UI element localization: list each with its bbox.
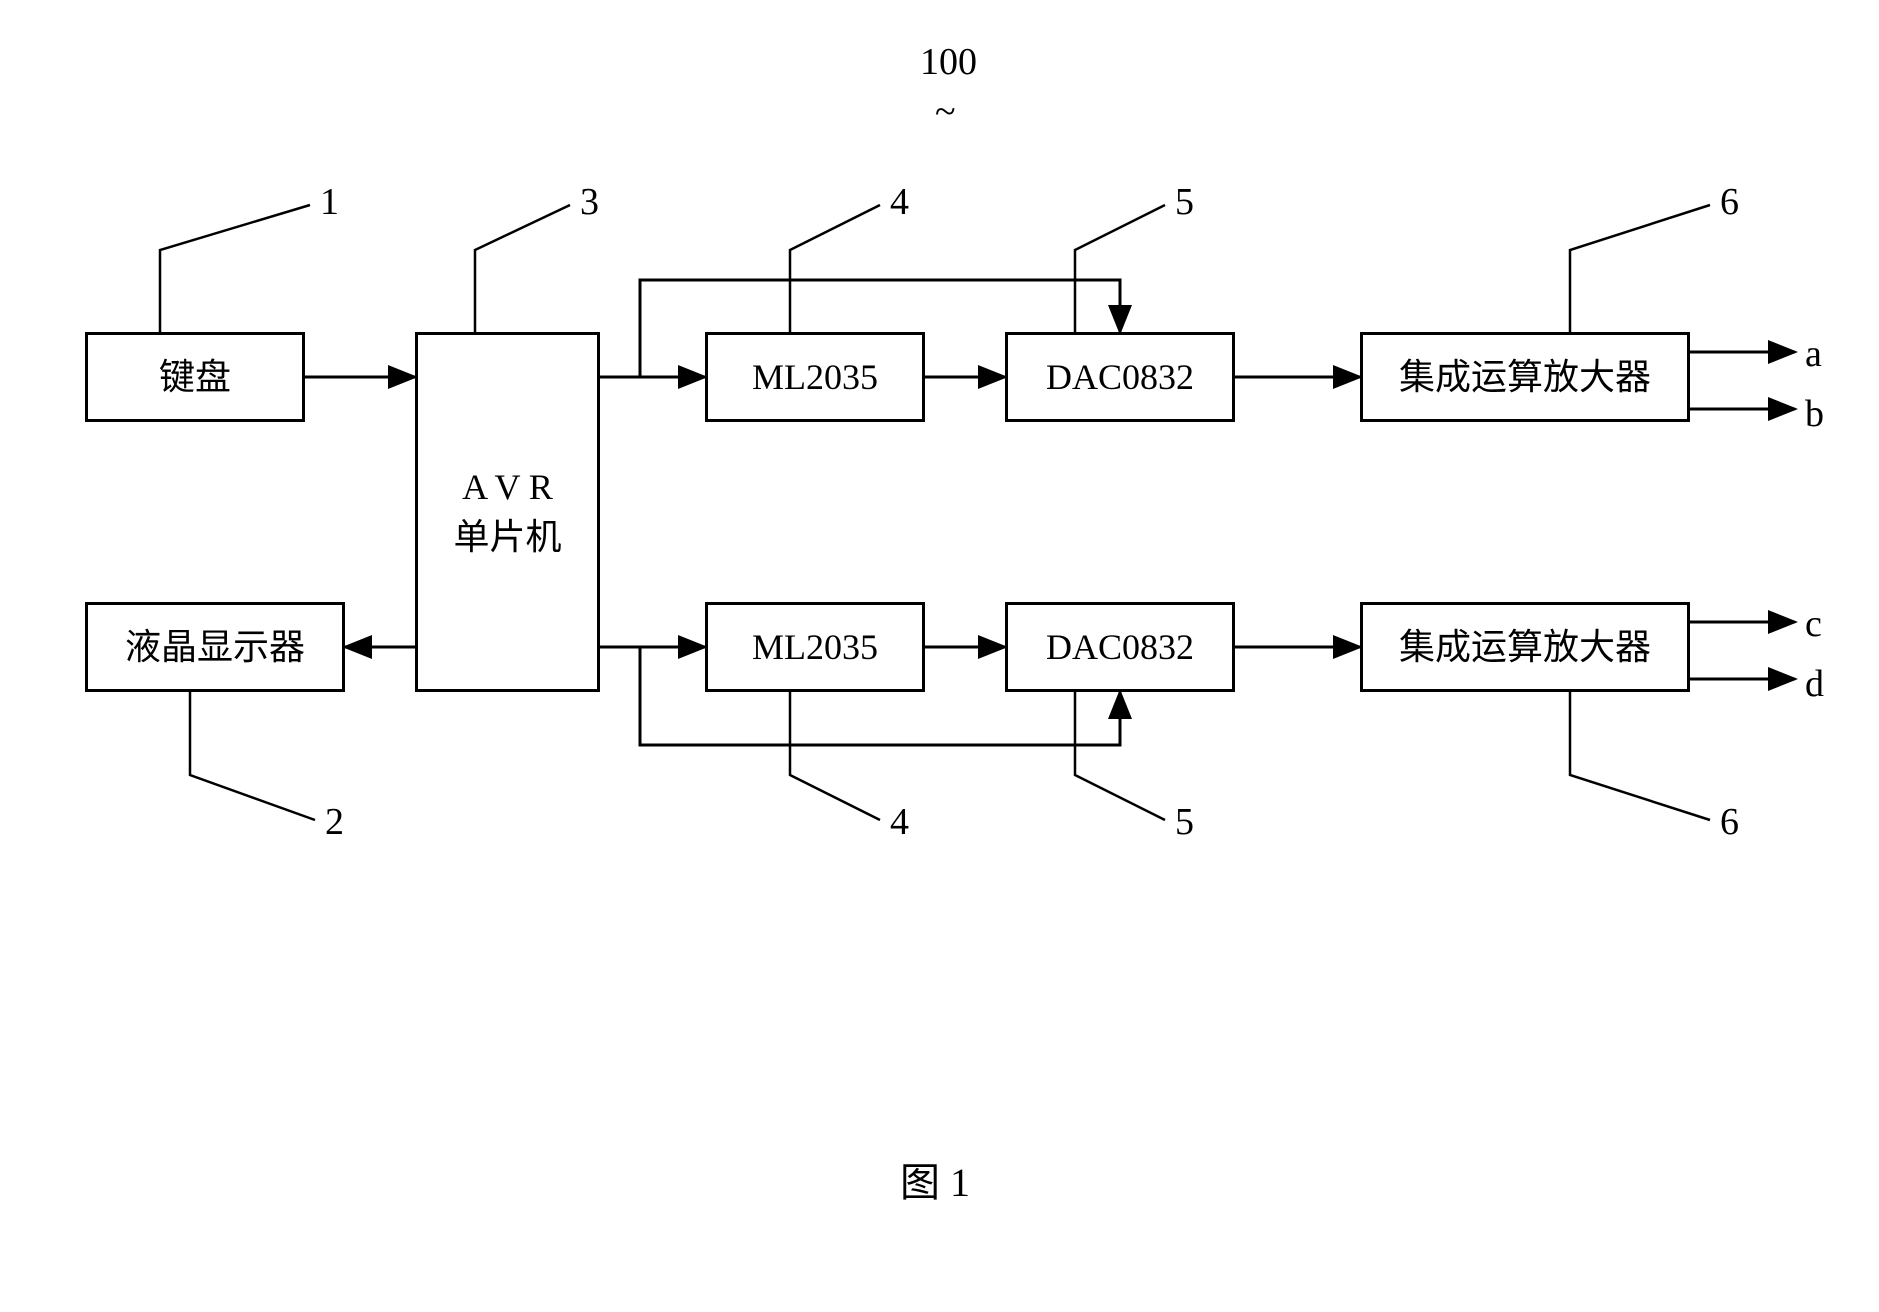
diagram-arrows — [0, 0, 1879, 1312]
block-diagram: 100 ~ 键盘 液晶显示器 A V R 单片机 ML2035 DAC0832 … — [0, 0, 1879, 1312]
